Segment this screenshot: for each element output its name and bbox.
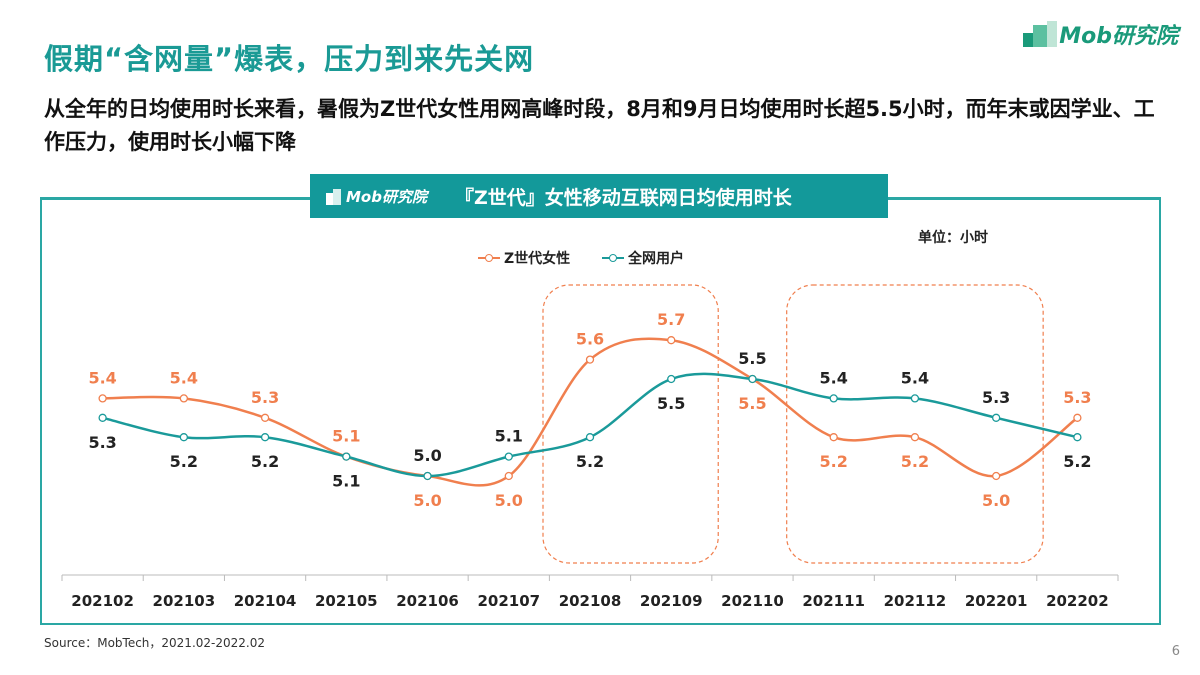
x-tick-label: 202201 bbox=[965, 592, 1028, 610]
data-label: 5.0 bbox=[413, 491, 441, 510]
page-title: 假期“含网量”爆表，压力到来先关网 bbox=[44, 42, 535, 76]
data-point bbox=[342, 452, 351, 461]
legend-label: Z世代女性 bbox=[504, 250, 570, 267]
data-label: 5.2 bbox=[1063, 452, 1091, 471]
highlight-box bbox=[542, 284, 719, 564]
data-point bbox=[910, 433, 920, 442]
data-label: 5.1 bbox=[332, 472, 360, 491]
logo-text: Mob研究院 bbox=[1059, 24, 1178, 49]
x-tick-label: 202108 bbox=[559, 592, 622, 610]
x-tick-label: 202103 bbox=[153, 592, 216, 610]
data-label: 5.3 bbox=[88, 433, 116, 452]
data-label: 5.5 bbox=[738, 349, 766, 368]
data-label: 5.0 bbox=[413, 446, 441, 465]
data-point bbox=[504, 471, 513, 481]
data-point bbox=[910, 394, 920, 403]
x-tick-label: 202111 bbox=[802, 592, 865, 610]
x-tick-label: 202106 bbox=[396, 592, 459, 610]
data-label: 5.6 bbox=[576, 330, 604, 349]
data-point bbox=[585, 433, 595, 442]
chart-title: 『Z世代』女性移动互联网日均使用时长 bbox=[454, 186, 792, 209]
data-point bbox=[423, 471, 432, 481]
data-label: 5.4 bbox=[88, 368, 116, 387]
data-point bbox=[260, 413, 270, 422]
x-tick-label: 202107 bbox=[477, 592, 540, 610]
data-label: 5.4 bbox=[901, 368, 929, 387]
data-point bbox=[585, 355, 595, 364]
data-point bbox=[667, 336, 676, 345]
x-tick-label: 202104 bbox=[234, 592, 297, 610]
data-label: 5.5 bbox=[738, 394, 766, 413]
data-label: 5.5 bbox=[657, 394, 685, 413]
page-number: 6 bbox=[1171, 644, 1180, 659]
data-label: 5.3 bbox=[251, 388, 279, 407]
data-point bbox=[667, 374, 676, 384]
page-subtitle: 从全年的日均使用时长来看，暑假为Z世代女性用网高峰时段，8月和9月日均使用时长超… bbox=[44, 97, 1155, 154]
x-tick-label: 202202 bbox=[1046, 592, 1109, 610]
banner-logo-text: Mob研究院 bbox=[346, 187, 427, 206]
data-label: 5.4 bbox=[820, 368, 848, 387]
data-label: 5.2 bbox=[576, 452, 604, 471]
x-tick-label: 202109 bbox=[640, 592, 703, 610]
legend-marker bbox=[485, 254, 493, 262]
unit-label: 单位：小时 bbox=[918, 230, 988, 246]
data-point bbox=[179, 394, 188, 403]
data-point bbox=[829, 394, 838, 403]
data-point bbox=[829, 433, 838, 442]
building-logo-icon bbox=[326, 189, 341, 205]
building-logo-icon bbox=[1023, 21, 1058, 47]
data-point bbox=[992, 413, 1001, 422]
data-point bbox=[992, 471, 1001, 481]
chart-banner: Mob研究院 『Z世代』女性移动互联网日均使用时长 bbox=[310, 174, 888, 218]
data-point bbox=[1073, 433, 1082, 442]
x-tick-label: 202112 bbox=[884, 592, 947, 610]
brand-logo: Mob研究院 bbox=[1023, 18, 1178, 50]
data-label: 5.1 bbox=[495, 427, 523, 446]
data-point bbox=[748, 374, 757, 384]
data-label: 5.1 bbox=[332, 427, 360, 446]
banner-logo: Mob研究院 bbox=[324, 186, 427, 207]
data-label: 5.2 bbox=[820, 452, 848, 471]
data-point bbox=[1073, 413, 1082, 422]
data-label: 5.0 bbox=[982, 491, 1010, 510]
legend-marker bbox=[609, 254, 617, 262]
data-label: 5.4 bbox=[170, 368, 198, 387]
legend-label: 全网用户 bbox=[627, 250, 684, 267]
data-point bbox=[179, 433, 188, 442]
data-label: 5.2 bbox=[901, 452, 929, 471]
data-label: 5.3 bbox=[982, 388, 1010, 407]
x-tick-label: 202105 bbox=[315, 592, 378, 610]
data-point bbox=[98, 394, 107, 403]
data-point bbox=[504, 452, 513, 461]
x-tick-label: 202102 bbox=[71, 592, 134, 610]
data-label: 5.0 bbox=[495, 491, 523, 510]
data-label: 5.2 bbox=[170, 452, 198, 471]
data-point bbox=[260, 433, 270, 442]
data-label: 5.7 bbox=[657, 310, 685, 329]
x-tick-label: 202110 bbox=[721, 592, 784, 610]
highlight-box bbox=[786, 284, 1044, 564]
data-point bbox=[98, 413, 107, 422]
source-note: Source：MobTech，2021.02-2022.02 bbox=[44, 636, 265, 650]
data-label: 5.2 bbox=[251, 452, 279, 471]
data-label: 5.3 bbox=[1063, 388, 1091, 407]
